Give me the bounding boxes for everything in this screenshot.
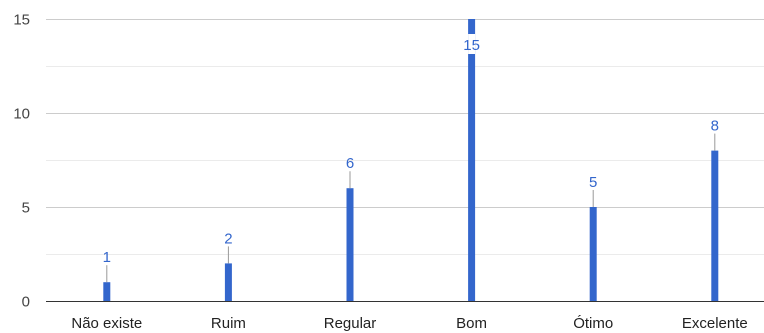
data-label: 5 xyxy=(589,174,597,191)
y-tick-label: 0 xyxy=(22,294,30,311)
x-category-label: Ruim xyxy=(211,315,246,332)
y-tick-label: 5 xyxy=(22,200,30,217)
x-category-label: Regular xyxy=(324,315,377,332)
x-category-label: Ótimo xyxy=(573,315,613,332)
bar xyxy=(103,282,111,301)
data-label: 6 xyxy=(346,155,354,172)
data-label: 15 xyxy=(463,37,480,54)
data-label: 1 xyxy=(103,249,111,266)
bar xyxy=(224,263,232,301)
bar xyxy=(589,207,597,301)
y-tick-label: 15 xyxy=(13,12,30,29)
x-category-label: Não existe xyxy=(71,315,142,332)
y-tick-label: 10 xyxy=(13,106,30,123)
bar xyxy=(711,150,719,301)
bar xyxy=(346,188,354,301)
label-gap xyxy=(468,34,476,54)
data-label: 8 xyxy=(711,118,719,135)
x-category-label: Bom xyxy=(456,315,487,332)
data-label: 2 xyxy=(224,230,232,247)
x-category-label: Excelente xyxy=(682,315,748,332)
bar xyxy=(468,19,476,301)
